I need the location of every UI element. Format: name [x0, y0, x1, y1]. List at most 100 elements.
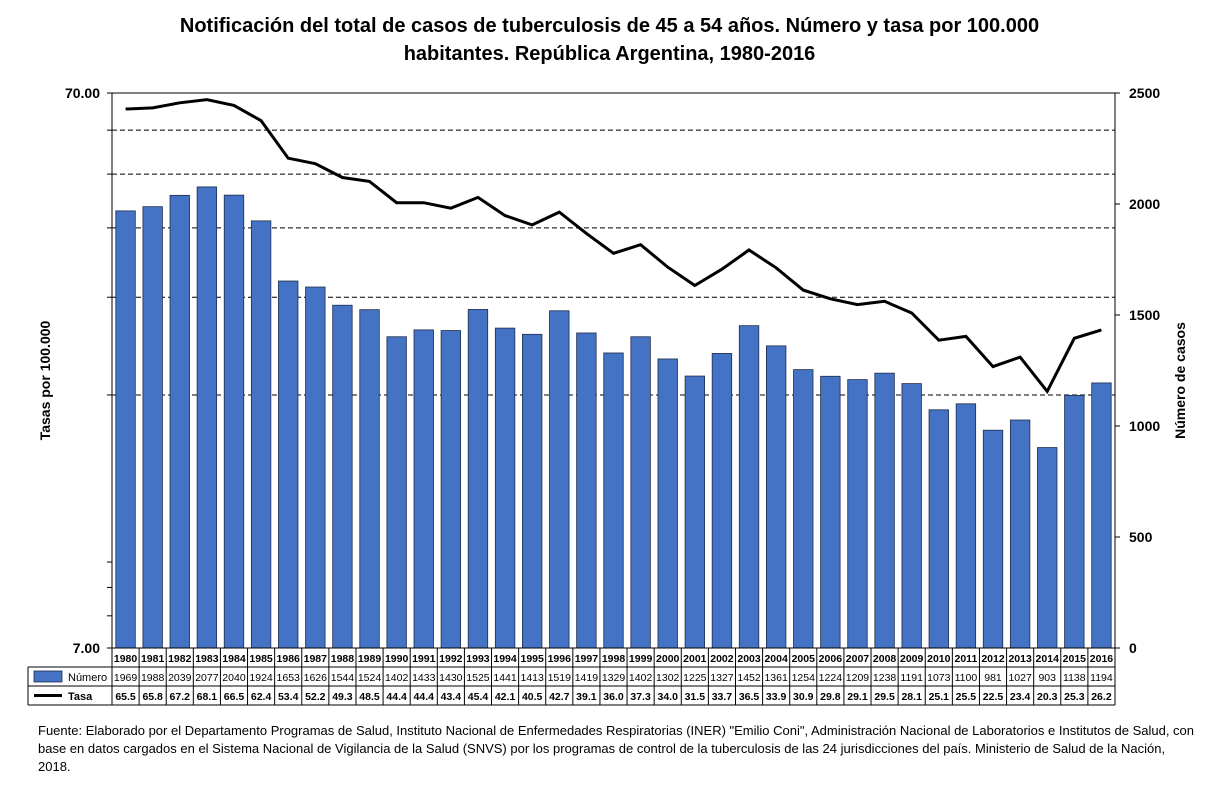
data-label-numero: 1402 — [629, 672, 653, 684]
data-label-tasa: 65.5 — [115, 691, 136, 703]
data-label-tasa: 39.1 — [576, 691, 597, 703]
data-label-numero: 1626 — [304, 672, 328, 684]
bar — [738, 325, 760, 649]
bar — [386, 336, 407, 649]
bar — [901, 383, 922, 649]
left-tick-label: 7.00 — [73, 640, 100, 656]
x-tick-label: 1993 — [466, 653, 490, 665]
bar — [467, 309, 489, 649]
data-label-tasa: 33.9 — [766, 691, 787, 703]
x-tick-label: 1987 — [304, 653, 328, 665]
bar — [413, 329, 434, 649]
data-label-numero: 1138 — [1063, 672, 1086, 684]
data-label-tasa: 37.3 — [630, 691, 651, 703]
data-label-numero: 1238 — [873, 672, 897, 684]
data-label-tasa: 30.9 — [793, 691, 814, 703]
bar — [169, 194, 190, 649]
chart-title: Notificación del total de casos de tuber… — [0, 12, 1219, 68]
x-tick-label: 1983 — [195, 653, 219, 665]
right-tick-label: 2500 — [1129, 85, 1160, 101]
bar — [657, 358, 678, 649]
x-tick-label: 1986 — [277, 653, 301, 665]
data-label-numero: 1100 — [955, 672, 978, 684]
bar — [847, 379, 868, 649]
bar — [196, 186, 218, 649]
chart: 70.00 7.00 2500 2000 1500 1000 500 0 Tasas por 1… — [27, 85, 1188, 706]
data-label-numero: 1191 — [900, 672, 923, 684]
bar — [576, 332, 597, 649]
data-label-tasa: 20.3 — [1037, 691, 1058, 703]
data-label-numero: 1073 — [927, 672, 951, 684]
right-tick-label: 1000 — [1129, 418, 1160, 434]
data-label-tasa: 53.4 — [278, 691, 299, 703]
data-label-numero: 1924 — [249, 672, 273, 684]
data-label-numero: 1525 — [466, 672, 490, 684]
chart-title-line1: Notificación del total de casos de tuber… — [179, 15, 1040, 37]
bar — [793, 369, 814, 649]
x-tick-label: 2015 — [1063, 653, 1087, 665]
x-tick-label: 1990 — [385, 653, 409, 665]
data-label-tasa: 68.1 — [197, 691, 218, 703]
bar — [874, 372, 895, 649]
data-label-numero: 1544 — [331, 672, 355, 684]
bar — [982, 429, 1004, 649]
data-label-tasa: 29.1 — [847, 691, 868, 703]
x-tick-label: 1980 — [114, 653, 138, 665]
source-footnote: Fuente: Elaborado por el Departamento Pr… — [38, 723, 1195, 774]
x-tick-label: 2001 — [683, 653, 707, 665]
bar — [359, 309, 380, 649]
x-tick-label: 1981 — [141, 653, 165, 665]
data-label-tasa: 29.8 — [820, 691, 841, 703]
x-tick-label: 1999 — [629, 653, 653, 665]
x-tick-label: 2009 — [900, 653, 924, 665]
right-axis-title: Número de casos — [1172, 322, 1188, 439]
series-line-tasa — [125, 98, 1102, 395]
right-tick-label: 0 — [1129, 640, 1137, 656]
data-label-numero: 1402 — [385, 672, 409, 684]
data-label-numero: 1254 — [792, 672, 816, 684]
data-label-numero: 1519 — [548, 672, 572, 684]
x-tick-label: 1995 — [520, 653, 544, 665]
bar — [955, 403, 977, 649]
data-label-tasa: 44.4 — [386, 691, 407, 703]
data-label-tasa: 65.8 — [142, 691, 163, 703]
x-tick-label: 2010 — [927, 653, 951, 665]
data-label-numero: 1327 — [710, 672, 734, 684]
bar — [1037, 447, 1058, 649]
data-label-numero: 1361 — [764, 672, 788, 684]
data-label-tasa: 36.0 — [603, 691, 624, 703]
bar — [684, 375, 705, 649]
data-label-numero: 981 — [984, 672, 1002, 684]
x-tick-label: 1991 — [412, 653, 436, 665]
x-tick-label: 1997 — [575, 653, 599, 665]
data-label-numero: 1225 — [683, 672, 707, 684]
data-label-tasa: 49.3 — [332, 691, 353, 703]
bar — [223, 194, 245, 649]
bar — [522, 333, 543, 649]
data-label-tasa: 42.1 — [495, 691, 516, 703]
data-label-numero: 1969 — [114, 672, 138, 684]
data-label-tasa: 67.2 — [170, 691, 191, 703]
data-label-numero: 2039 — [168, 672, 192, 684]
x-tick-label: 2002 — [710, 653, 734, 665]
x-tick-label: 2011 — [955, 653, 978, 665]
data-label-numero: 1413 — [520, 672, 544, 684]
data-label-numero: 1224 — [819, 672, 843, 684]
legend-label-numero: Número — [68, 672, 107, 684]
x-tick-label: 2005 — [792, 653, 816, 665]
bar — [1091, 382, 1112, 649]
bar — [603, 352, 624, 649]
data-label-numero: 1452 — [737, 672, 761, 684]
data-label-tasa: 25.3 — [1064, 691, 1085, 703]
bar — [440, 330, 462, 649]
x-tick-label: 1984 — [222, 653, 246, 665]
data-label-numero: 1430 — [439, 672, 463, 684]
x-tick-label: 1985 — [249, 653, 273, 665]
left-axis-title: Tasas por 100.000 — [37, 320, 53, 440]
data-label-numero: 1419 — [575, 672, 599, 684]
x-tick-label: 2000 — [656, 653, 680, 665]
x-tick-label: 1989 — [358, 653, 382, 665]
data-label-numero: 1027 — [1008, 672, 1032, 684]
x-tick-label: 1994 — [493, 653, 517, 665]
bar — [494, 327, 516, 649]
